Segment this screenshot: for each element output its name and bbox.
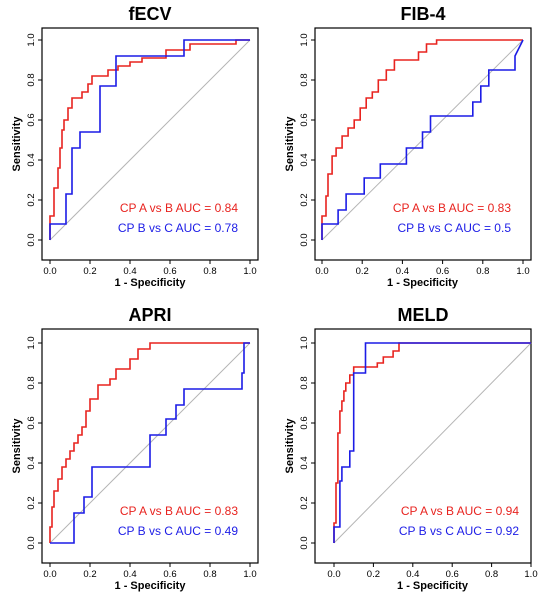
x-tick-label: 0.4 bbox=[406, 569, 419, 580]
legend-entry-2: CP B vs C AUC = 0.49 bbox=[118, 524, 238, 538]
reference-diagonal bbox=[333, 342, 532, 544]
x-tick-label: 0.4 bbox=[123, 569, 136, 580]
plot-frame bbox=[41, 328, 259, 564]
x-tick-label: 0.6 bbox=[163, 569, 176, 580]
x-tick-label: 0.6 bbox=[446, 569, 459, 580]
y-tick-label: 1.0 bbox=[299, 336, 310, 349]
x-tick-label: 0.8 bbox=[203, 266, 216, 277]
reference-diagonal bbox=[49, 39, 251, 241]
y-tick-label: 0.6 bbox=[299, 416, 310, 429]
x-tick-label: 0.0 bbox=[315, 266, 328, 277]
legend-entry-2: CP B vs C AUC = 0.5 bbox=[398, 221, 512, 235]
x-axis-label: 1 - Specificity bbox=[115, 580, 187, 592]
roc-curve-series-1 bbox=[49, 342, 250, 543]
roc-curve-series-2 bbox=[50, 342, 250, 544]
x-tick-label: 0.2 bbox=[367, 569, 380, 580]
legend-entry-2: CP B vs C AUC = 0.78 bbox=[118, 221, 238, 235]
y-tick-label: 0.2 bbox=[299, 496, 310, 509]
roc-panel-4: MELD 0.0 0.0 0.2 0.2 0.4 0.4 0.6 0.6 0.8 0.8 1.0 1.0… bbox=[284, 305, 538, 592]
y-tick-label: 0.6 bbox=[26, 416, 37, 429]
legend-entry-1: CP A vs B AUC = 0.84 bbox=[120, 201, 239, 215]
y-tick-label: 1.0 bbox=[26, 33, 37, 46]
y-tick-label: 0.8 bbox=[26, 73, 37, 86]
x-axis-label: 1 - Specificity bbox=[387, 277, 459, 289]
y-tick-label: 0.0 bbox=[26, 233, 37, 246]
x-tick-label: 1.0 bbox=[243, 569, 256, 580]
roc-curve-series-2 bbox=[49, 39, 250, 240]
chart-title: fECV bbox=[128, 4, 171, 24]
y-axis-label: Sensitivity bbox=[284, 418, 296, 474]
roc-panel-2: FIB-4 0.0 0.0 0.2 0.2 0.4 0.4 0.6 0.6 0.8 0.8 1.0 1.… bbox=[284, 4, 532, 289]
plot-frame bbox=[314, 328, 532, 564]
x-tick-label: 0.8 bbox=[485, 569, 498, 580]
y-tick-label: 0.2 bbox=[26, 193, 37, 206]
y-tick-label: 0.4 bbox=[26, 153, 37, 166]
legend-entry-1: CP A vs B AUC = 0.94 bbox=[401, 504, 520, 518]
y-tick-label: 0.2 bbox=[26, 496, 37, 509]
x-axis-label: 1 - Specificity bbox=[397, 580, 469, 592]
y-tick-label: 0.8 bbox=[299, 73, 310, 86]
plot-frame bbox=[41, 27, 259, 261]
x-tick-label: 0.2 bbox=[356, 266, 369, 277]
roc-panel-3: APRI 0.0 0.0 0.2 0.2 0.4 0.4 0.6 0.6 0.8 0.8 1.0 1.0… bbox=[11, 305, 259, 592]
x-tick-label: 0.8 bbox=[476, 266, 489, 277]
y-tick-label: 0.4 bbox=[299, 153, 310, 166]
roc-panel-1: fECV 0.0 0.0 0.2 0.2 0.4 0.4 0.6 0.6 0.8 0.8 1.0 1.0… bbox=[11, 4, 259, 289]
plot-frame bbox=[314, 27, 532, 261]
y-axis-label: Sensitivity bbox=[284, 116, 296, 172]
x-tick-label: 1.0 bbox=[524, 569, 537, 580]
y-tick-label: 0.0 bbox=[26, 536, 37, 549]
legend-entry-2: CP B vs C AUC = 0.92 bbox=[399, 524, 519, 538]
x-tick-label: 0.4 bbox=[123, 266, 136, 277]
x-tick-label: 0.2 bbox=[83, 266, 96, 277]
y-tick-label: 0.8 bbox=[26, 376, 37, 389]
y-tick-label: 0.4 bbox=[26, 456, 37, 469]
x-tick-label: 1.0 bbox=[516, 266, 529, 277]
x-tick-label: 0.8 bbox=[203, 569, 216, 580]
y-tick-label: 0.6 bbox=[299, 113, 310, 126]
x-tick-label: 0.4 bbox=[396, 266, 409, 277]
roc-curve-series-2 bbox=[333, 342, 531, 543]
y-tick-label: 0.4 bbox=[299, 456, 310, 469]
chart-title: APRI bbox=[128, 305, 171, 325]
y-tick-label: 1.0 bbox=[299, 33, 310, 46]
x-tick-label: 1.0 bbox=[243, 266, 256, 277]
y-tick-label: 1.0 bbox=[26, 336, 37, 349]
x-tick-label: 0.6 bbox=[163, 266, 176, 277]
y-tick-label: 0.2 bbox=[299, 193, 310, 206]
y-axis-label: Sensitivity bbox=[11, 116, 23, 172]
x-tick-label: 0.2 bbox=[83, 569, 96, 580]
y-tick-label: 0.6 bbox=[26, 113, 37, 126]
y-tick-label: 0.0 bbox=[299, 233, 310, 246]
y-tick-label: 0.0 bbox=[299, 536, 310, 549]
y-tick-label: 0.8 bbox=[299, 376, 310, 389]
chart-title: FIB-4 bbox=[401, 4, 446, 24]
roc-curve-series-1 bbox=[333, 342, 531, 543]
legend-entry-1: CP A vs B AUC = 0.83 bbox=[393, 201, 512, 215]
y-axis-label: Sensitivity bbox=[11, 418, 23, 474]
chart-title: MELD bbox=[398, 305, 449, 325]
roc-curve-series-1 bbox=[321, 39, 523, 240]
legend-entry-1: CP A vs B AUC = 0.83 bbox=[120, 504, 239, 518]
x-tick-label: 0.6 bbox=[436, 266, 449, 277]
x-tick-label: 0.0 bbox=[43, 569, 56, 580]
x-tick-label: 0.0 bbox=[43, 266, 56, 277]
x-axis-label: 1 - Specificity bbox=[115, 277, 187, 289]
roc-curve-series-2 bbox=[321, 39, 524, 240]
x-tick-label: 0.0 bbox=[327, 569, 340, 580]
roc-curve-series-1 bbox=[49, 39, 250, 240]
